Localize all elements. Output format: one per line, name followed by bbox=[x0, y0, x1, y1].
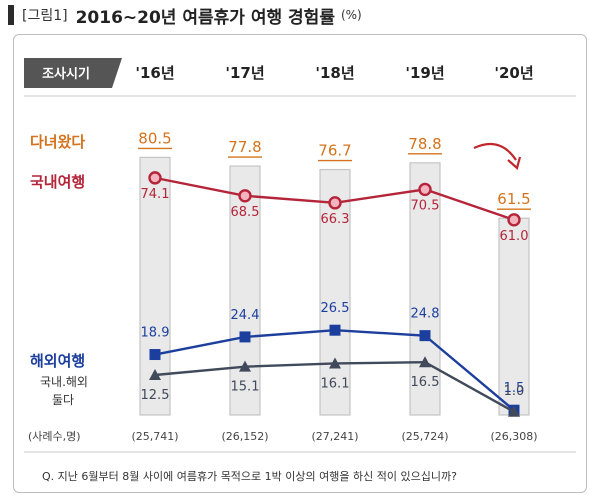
value-label-overseas-0: 18.9 bbox=[141, 326, 170, 341]
value-label-overseas-4: 1.5 bbox=[504, 381, 525, 396]
survey-period-label: 조사시기 bbox=[42, 66, 90, 82]
sample-size-3: (25,724) bbox=[401, 430, 448, 443]
bar-layer bbox=[139, 156, 530, 416]
sample-size-4: (26,308) bbox=[490, 430, 537, 443]
footnote: Q. 지난 6월부터 8월 사이에 여름휴가 목적으로 1박 이상의 여행을 하… bbox=[42, 469, 457, 483]
value-label-both-0: 12.5 bbox=[141, 388, 170, 403]
label-both-line2: 둘다 bbox=[52, 393, 74, 407]
point-overseas-1 bbox=[239, 331, 251, 343]
value-label-domestic-1: 68.5 bbox=[231, 205, 260, 220]
point-domestic-2 bbox=[328, 196, 342, 210]
value-label-overseas-1: 24.4 bbox=[231, 308, 260, 323]
label-domestic: 국내여행 bbox=[30, 173, 85, 191]
survey-period-badge: 조사시기 bbox=[24, 58, 122, 88]
line-layer bbox=[148, 171, 521, 417]
category-label-1: '17년 bbox=[225, 64, 264, 82]
text-layer: 80.5 77.8 76.7 78.8 61.5 '16년 '17년 '18년 '19년 '20년… bbox=[131, 64, 537, 443]
value-label-both-2: 16.1 bbox=[321, 376, 350, 391]
bar-visited-2 bbox=[319, 168, 351, 416]
bar-visited-1 bbox=[229, 165, 261, 416]
point-both-1 bbox=[239, 360, 251, 372]
point-both-4 bbox=[508, 405, 520, 417]
value-label-both-3: 16.5 bbox=[411, 375, 440, 390]
value-label-both-4: 1.0 bbox=[504, 384, 525, 399]
point-overseas-0 bbox=[149, 349, 161, 361]
bar-label-4: 61.5 bbox=[497, 190, 530, 208]
label-sample-size: (사례수,명) bbox=[28, 430, 81, 443]
chart-title: 2016~20년 여름휴가 여행 경험률 bbox=[75, 7, 335, 28]
point-overseas-3 bbox=[419, 330, 431, 342]
category-label-3: '19년 bbox=[405, 64, 444, 82]
bar-label-1: 77.8 bbox=[228, 138, 261, 156]
point-domestic-1 bbox=[238, 189, 252, 203]
decline-arrow bbox=[473, 142, 517, 161]
bar-visited-4 bbox=[498, 217, 530, 416]
value-label-overseas-2: 26.5 bbox=[321, 301, 350, 316]
figure-label: [그림1] bbox=[22, 8, 68, 24]
chart-frame bbox=[13, 34, 587, 493]
bar-label-0: 80.5 bbox=[138, 129, 171, 147]
category-label-2: '18년 bbox=[315, 64, 354, 82]
point-overseas-2 bbox=[329, 324, 341, 336]
decline-arrow-head bbox=[507, 156, 522, 171]
title-marker bbox=[8, 5, 14, 25]
value-label-domestic-4: 61.0 bbox=[500, 229, 529, 244]
value-label-domestic-3: 70.5 bbox=[411, 198, 440, 213]
label-both-line1: 국내.해외 bbox=[40, 375, 88, 389]
title-unit: (%) bbox=[340, 8, 362, 22]
bar-visited-3 bbox=[409, 162, 441, 416]
point-domestic-0 bbox=[148, 171, 162, 185]
point-both-2 bbox=[329, 357, 341, 369]
value-label-both-1: 15.1 bbox=[231, 380, 260, 395]
category-label-0: '16년 bbox=[135, 64, 174, 82]
sample-size-1: (26,152) bbox=[221, 430, 268, 443]
bar-label-3: 78.8 bbox=[408, 135, 441, 153]
value-label-domestic-2: 66.3 bbox=[321, 212, 350, 227]
category-label-4: '20년 bbox=[494, 64, 533, 82]
point-domestic-3 bbox=[418, 182, 432, 197]
sample-size-0: (25,741) bbox=[131, 430, 178, 443]
point-domestic-4 bbox=[507, 213, 521, 227]
label-overseas: 해외여행 bbox=[30, 352, 85, 370]
point-both-3 bbox=[419, 356, 431, 368]
point-both-0 bbox=[149, 369, 161, 380]
sample-size-2: (27,241) bbox=[311, 430, 358, 443]
value-label-domestic-0: 74.1 bbox=[141, 187, 170, 202]
value-label-overseas-3: 24.8 bbox=[411, 307, 440, 322]
bar-label-2: 76.7 bbox=[318, 142, 351, 160]
label-visited: 다녀왔다 bbox=[30, 133, 85, 151]
title-bar: [그림1] 2016~20년 여름휴가 여행 경험률 (%) bbox=[8, 4, 362, 28]
